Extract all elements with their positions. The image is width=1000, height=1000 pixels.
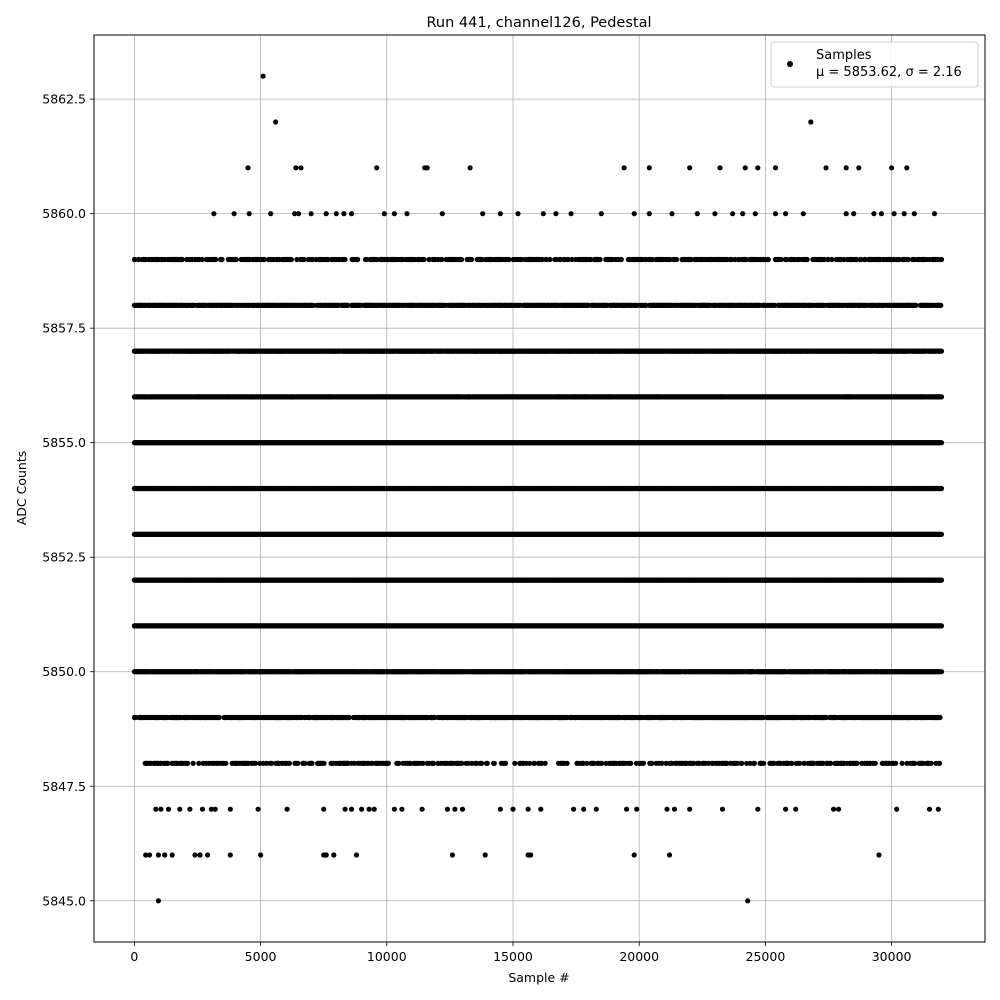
data-point: [439, 256, 445, 263]
data-point: [588, 256, 594, 263]
data-point: [342, 256, 348, 263]
data-point: [294, 256, 300, 263]
data-point: [213, 256, 219, 263]
data-point: [261, 256, 267, 263]
data-point: [506, 256, 512, 263]
data-point: [301, 256, 307, 263]
data-point: [804, 256, 810, 263]
data-point: [938, 302, 944, 308]
data-point: [547, 256, 553, 263]
data-point: [459, 256, 465, 263]
data-point: [765, 256, 771, 263]
chart-title: Run 441, channel126, Pedestal: [426, 15, 651, 31]
level-band: [131, 302, 944, 308]
data-point: [136, 256, 142, 263]
data-point: [938, 394, 945, 400]
data-point: [345, 302, 351, 308]
data-point: [355, 256, 361, 263]
data-point: [618, 256, 624, 263]
data-point: [468, 256, 475, 263]
data-point: [938, 348, 945, 354]
level-band: [131, 394, 945, 400]
data-point: [673, 256, 680, 263]
data-point: [743, 256, 750, 263]
data-point: [597, 256, 603, 263]
level-band: [131, 485, 945, 492]
data-point: [565, 256, 571, 263]
level-band: [132, 256, 945, 263]
level-band: [131, 348, 945, 354]
data-point: [288, 256, 294, 263]
data-point: [649, 256, 656, 263]
data-point: [778, 256, 784, 263]
data-point: [233, 256, 239, 263]
data-point: [325, 256, 331, 263]
level-band: [131, 440, 945, 446]
data-level-bands: [131, 256, 945, 766]
data-point: [199, 256, 205, 263]
data-point: [905, 256, 911, 263]
data-point: [938, 256, 945, 263]
data-point: [829, 256, 835, 263]
data-point: [219, 256, 225, 263]
data-point: [938, 440, 945, 446]
data-point: [421, 256, 427, 263]
